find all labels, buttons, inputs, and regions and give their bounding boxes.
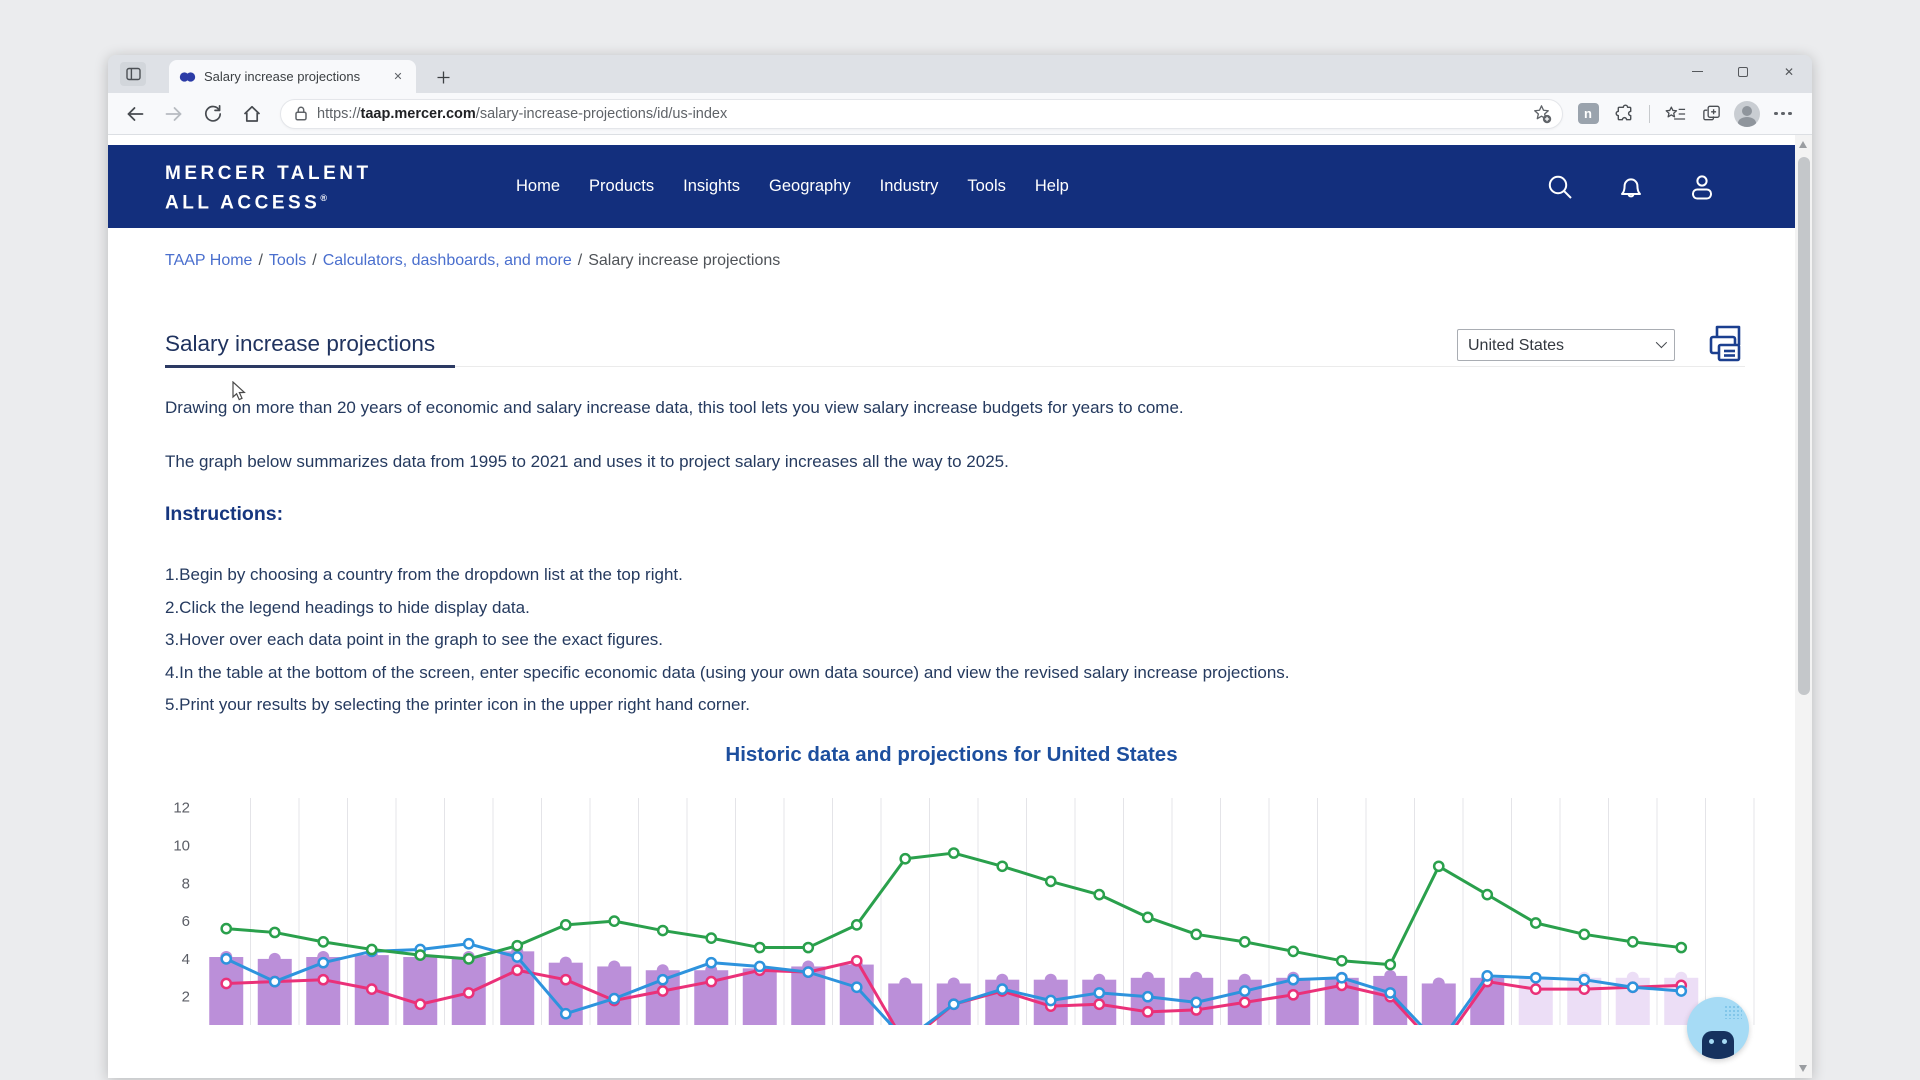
maximize-icon: [1738, 67, 1748, 77]
printer-icon[interactable]: [1706, 323, 1746, 365]
instruction-item-5: 5.Print your results by selecting the pr…: [165, 689, 1290, 722]
extensions-button[interactable]: [1609, 99, 1639, 129]
maximize-button[interactable]: [1720, 55, 1766, 88]
scrollbar-up-arrow[interactable]: [1799, 141, 1807, 148]
tab-actions-button[interactable]: [120, 62, 146, 86]
window-controls: ✕: [1674, 55, 1812, 88]
tab-strip: Salary increase projections ✕ ✕: [108, 55, 1812, 93]
site-header: MERCER TALENT ALL ACCESS® Home Products …: [108, 145, 1795, 228]
salary-projections-chart[interactable]: 2 4 6 8 10 12: [160, 790, 1790, 1025]
browser-tab[interactable]: Salary increase projections ✕: [169, 60, 416, 93]
close-button[interactable]: ✕: [1766, 55, 1812, 88]
tab-title: Salary increase projections: [204, 69, 390, 84]
nav-products[interactable]: Products: [589, 177, 654, 196]
intro-paragraph-1: Drawing on more than 20 years of economi…: [165, 398, 1184, 418]
header-icons: [1545, 145, 1717, 228]
extensions-puzzle-icon: [1614, 103, 1635, 124]
svg-text:12: 12: [173, 800, 190, 817]
new-tab-button[interactable]: [430, 64, 456, 90]
favorites-star-list-icon: [1664, 104, 1686, 124]
url-text: https://taap.mercer.com/salary-increase-…: [317, 106, 1531, 122]
address-bar[interactable]: https://taap.mercer.com/salary-increase-…: [280, 99, 1563, 129]
home-button[interactable]: [237, 99, 267, 129]
close-icon: ✕: [1784, 65, 1794, 79]
logo-line-1: MERCER TALENT: [165, 162, 372, 186]
instruction-item-4: 4.In the table at the bottom of the scre…: [165, 657, 1290, 690]
back-icon: [125, 104, 145, 124]
nav-help[interactable]: Help: [1035, 177, 1069, 196]
minimize-icon: [1692, 71, 1703, 72]
country-select[interactable]: United States: [1457, 329, 1675, 361]
mercer-favicon: [179, 71, 196, 83]
favorites-button[interactable]: [1660, 99, 1690, 129]
svg-text:2: 2: [182, 989, 190, 1006]
account-person-icon[interactable]: [1687, 172, 1717, 202]
home-icon: [242, 104, 262, 124]
collections-icon: [1701, 103, 1722, 124]
logo-line-2: ALL ACCESS®: [165, 186, 372, 215]
nav-home[interactable]: Home: [516, 177, 560, 196]
page-title: Salary increase projections: [165, 331, 435, 357]
chat-bubble-dots: [1724, 1005, 1742, 1019]
breadcrumb-tools[interactable]: Tools: [269, 252, 306, 269]
instruction-item-1: 1.Begin by choosing a country from the d…: [165, 559, 1290, 592]
nav-industry[interactable]: Industry: [880, 177, 939, 196]
forward-icon: [164, 104, 184, 124]
add-favorite-icon[interactable]: [1531, 103, 1552, 124]
forward-button[interactable]: [159, 99, 189, 129]
settings-menu-button[interactable]: [1768, 99, 1798, 129]
extension-n-button[interactable]: n: [1573, 99, 1603, 129]
refresh-icon: [203, 104, 223, 124]
main-navigation: Home Products Insights Geography Industr…: [516, 145, 1069, 228]
refresh-button[interactable]: [198, 99, 228, 129]
extension-n-icon: n: [1578, 103, 1599, 124]
chart-title: Historic data and projections for United…: [108, 743, 1795, 767]
svg-text:6: 6: [182, 913, 190, 930]
instructions-heading: Instructions:: [165, 503, 283, 526]
collections-button[interactable]: [1696, 99, 1726, 129]
nav-insights[interactable]: Insights: [683, 177, 740, 196]
scrollbar-down-arrow[interactable]: [1799, 1065, 1807, 1072]
back-button[interactable]: [120, 99, 150, 129]
title-underline: [165, 365, 455, 368]
instruction-item-2: 2.Click the legend headings to hide disp…: [165, 592, 1290, 625]
url-domain: taap.mercer.com: [361, 106, 476, 122]
toolbar-divider: [1649, 105, 1650, 123]
chart-container: 2 4 6 8 10 12: [160, 790, 1790, 1025]
notifications-bell-icon[interactable]: [1617, 172, 1645, 202]
mercer-logo[interactable]: MERCER TALENT ALL ACCESS®: [165, 162, 372, 215]
breadcrumb-taap-home[interactable]: TAAP Home: [165, 252, 252, 269]
breadcrumb-calculators[interactable]: Calculators, dashboards, and more: [323, 252, 572, 269]
vertical-scrollbar[interactable]: [1795, 135, 1812, 1078]
minimize-button[interactable]: [1674, 55, 1720, 88]
svg-text:4: 4: [182, 951, 190, 968]
tab-close-icon[interactable]: ✕: [390, 69, 406, 85]
plus-icon: [437, 71, 450, 84]
intro-paragraph-2: The graph below summarizes data from 199…: [165, 452, 1009, 472]
breadcrumb-current: Salary increase projections: [588, 252, 780, 269]
svg-text:8: 8: [182, 875, 190, 892]
chat-bot-icon: [1702, 1031, 1734, 1059]
registered-mark: ®: [320, 193, 327, 203]
nav-tools[interactable]: Tools: [967, 177, 1006, 196]
scrollbar-thumb[interactable]: [1798, 157, 1810, 695]
profile-button[interactable]: [1732, 99, 1762, 129]
svg-text:10: 10: [173, 838, 190, 855]
instruction-item-3: 3.Hover over each data point in the grap…: [165, 624, 1290, 657]
ellipsis-icon: [1774, 112, 1792, 116]
toolbar-right-icons: n: [1573, 99, 1798, 129]
instructions-list: 1.Begin by choosing a country from the d…: [165, 559, 1290, 722]
country-dropdown-wrap: United States: [1457, 329, 1675, 361]
browser-window: Salary increase projections ✕ ✕: [108, 55, 1812, 1078]
breadcrumb: TAAP Home/Tools/Calculators, dashboards,…: [165, 252, 780, 270]
tab-actions-icon: [126, 67, 141, 81]
page-content: MERCER TALENT ALL ACCESS® Home Products …: [108, 135, 1812, 1078]
lock-icon: [293, 105, 309, 122]
avatar: [1734, 101, 1760, 127]
chat-assistant-button[interactable]: [1687, 997, 1749, 1059]
search-icon[interactable]: [1545, 172, 1575, 202]
browser-toolbar: https://taap.mercer.com/salary-increase-…: [108, 93, 1812, 135]
nav-geography[interactable]: Geography: [769, 177, 851, 196]
